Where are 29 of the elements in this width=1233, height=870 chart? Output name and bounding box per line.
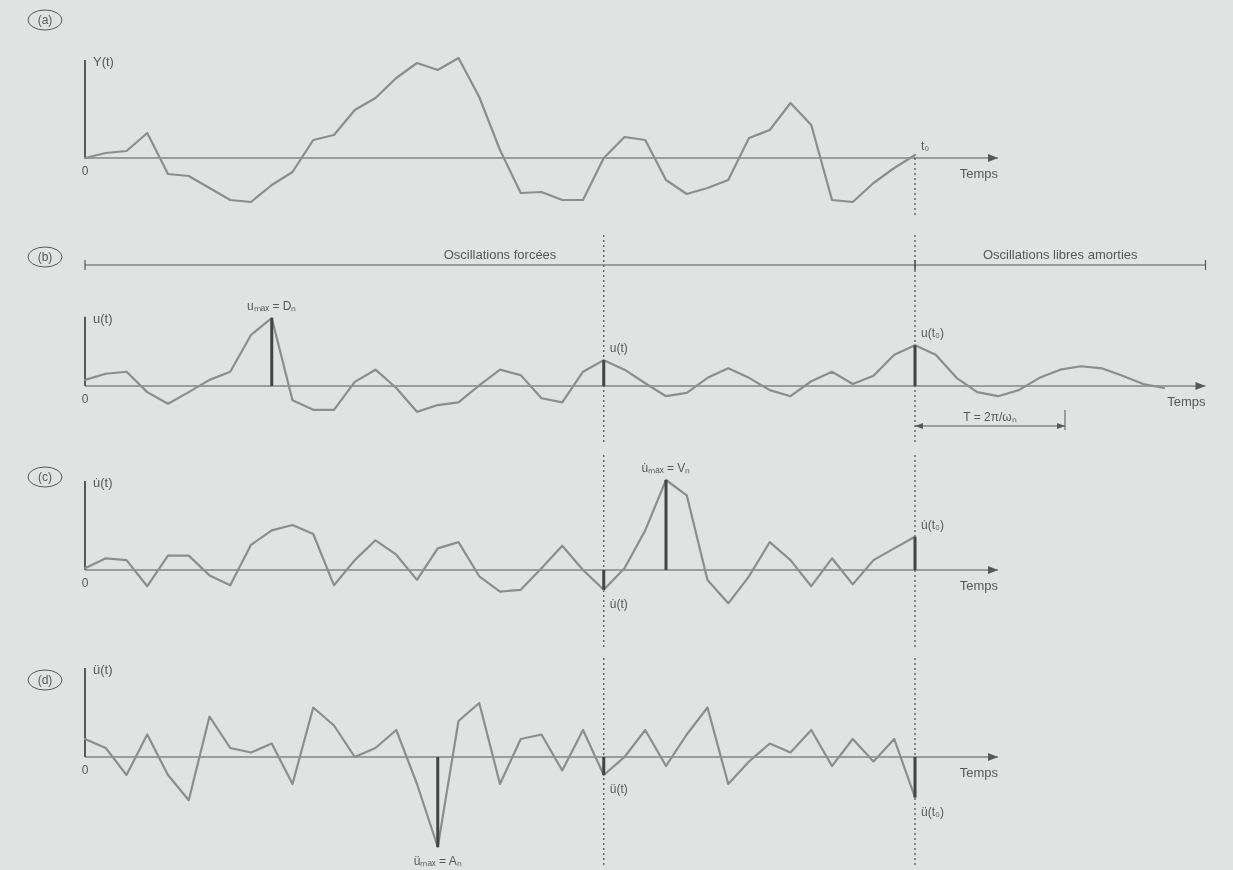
annotation: t₀ [921,139,930,153]
text: Oscillations forcées [443,247,557,262]
text: Oscillations libres amorties [982,247,1139,262]
annotation: u̇(t) [609,596,628,611]
text: u̇ₘₐₓ = Vₙ [641,461,691,475]
annotation: T = 2π/ωₙ [963,410,1017,424]
annotation: ü(t) [609,782,628,796]
annotation: 0 [81,392,89,406]
annotation: u(t₀) [921,326,944,341]
chart-title: (d) [37,673,53,687]
annotation: 0 [81,763,89,777]
text: uₘₐₓ = Dₙ [247,299,297,313]
chart-title: (b) [37,250,53,264]
annotation: 0 [81,164,89,178]
annotation: u(t) [609,341,628,356]
y-axis-title: ü(t) [93,662,113,677]
x-axis-title: Temps [959,765,999,780]
chart-title: (c) [38,470,52,484]
x-axis-title: Temps [1167,394,1206,409]
annotation: ü(t₀) [921,804,944,819]
y-axis-title: u̇(t) [93,475,113,490]
x-axis-title: Temps [959,166,999,181]
chart-title: (a) [37,13,53,27]
annotation: 0 [81,576,89,590]
x-axis-title: Temps [959,578,999,593]
y-axis-title: u(t) [93,310,113,326]
annotation: u̇(t₀) [921,517,944,532]
y-axis-title: Y(t) [93,54,114,69]
text: üₘₐₓ = Aₙ [413,854,462,868]
